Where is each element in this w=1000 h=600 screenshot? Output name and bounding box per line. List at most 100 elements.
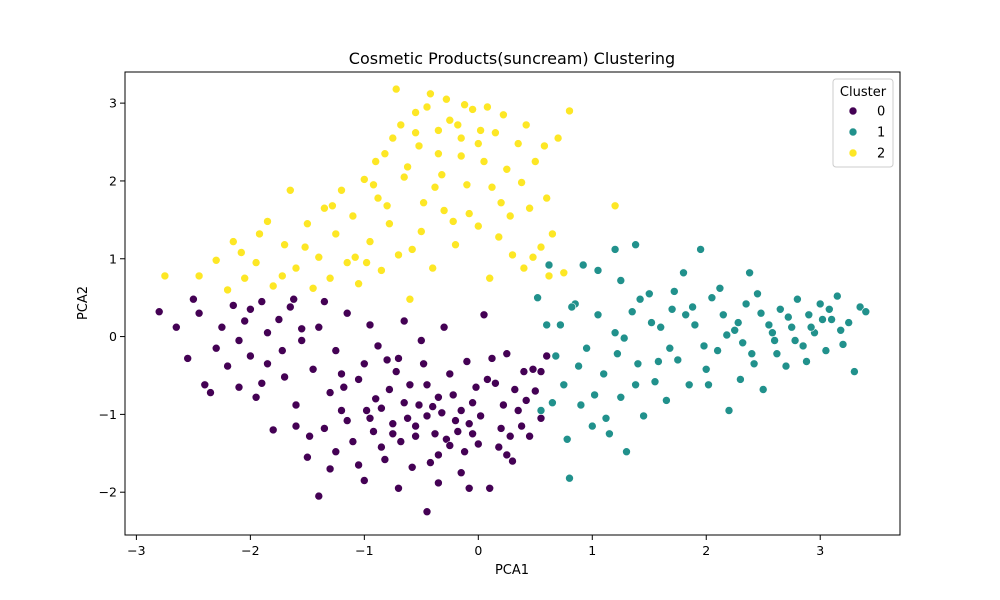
point-cluster-0-19 <box>280 372 289 382</box>
point-cluster-1-87 <box>790 336 800 345</box>
point-cluster-2-2 <box>211 255 221 265</box>
point-cluster-0-8 <box>217 322 227 332</box>
point-cluster-2-45 <box>491 128 500 137</box>
point-cluster-0-13 <box>246 351 255 361</box>
point-cluster-0-41 <box>405 380 415 390</box>
point-cluster-1-38 <box>758 385 768 394</box>
point-cluster-1-65 <box>699 341 709 351</box>
point-cluster-0-22 <box>297 324 307 334</box>
point-cluster-0-116 <box>434 392 443 402</box>
point-cluster-0-86 <box>396 437 406 446</box>
point-cluster-2-49 <box>513 139 523 148</box>
point-cluster-0-117 <box>445 441 455 450</box>
point-cluster-1-71 <box>802 357 811 366</box>
point-cluster-0-95 <box>234 336 244 345</box>
x-axis-label: PCA1 <box>495 563 529 578</box>
point-cluster-1-93 <box>578 260 588 270</box>
point-cluster-1-27 <box>696 245 705 254</box>
point-cluster-2-13 <box>308 283 318 293</box>
point-cluster-1-98 <box>562 434 572 444</box>
point-cluster-2-59 <box>610 201 620 211</box>
point-cluster-0-125 <box>536 367 546 376</box>
point-cluster-0-56 <box>491 378 500 388</box>
point-cluster-1-1 <box>542 320 552 330</box>
point-cluster-1-74 <box>548 398 557 408</box>
point-cluster-0-4 <box>194 308 204 318</box>
point-cluster-0-53 <box>473 439 483 449</box>
point-cluster-2-90 <box>396 120 406 130</box>
x-tick-label: 2 <box>702 543 710 558</box>
point-cluster-1-49 <box>821 346 831 355</box>
point-cluster-0-113 <box>399 398 409 408</box>
point-cluster-1-81 <box>688 302 697 312</box>
point-cluster-2-12 <box>303 219 312 228</box>
point-cluster-0-75 <box>448 390 458 400</box>
point-cluster-0-92 <box>494 442 504 452</box>
point-cluster-2-89 <box>544 271 554 281</box>
point-cluster-1-55 <box>855 302 865 312</box>
point-cluster-2-14 <box>314 252 324 262</box>
legend-box <box>832 78 894 168</box>
point-cluster-2-16 <box>325 273 335 283</box>
point-cluster-1-13 <box>616 392 626 402</box>
point-cluster-1-10 <box>599 369 609 379</box>
point-cluster-0-99 <box>354 460 363 470</box>
point-cluster-0-70 <box>369 427 378 436</box>
point-cluster-1-9 <box>593 310 603 320</box>
point-cluster-2-15 <box>320 203 329 213</box>
point-cluster-0-78 <box>499 400 508 410</box>
point-cluster-0-105 <box>453 427 463 436</box>
point-cluster-2-65 <box>442 94 451 104</box>
point-cluster-2-37 <box>445 115 455 125</box>
point-cluster-2-93 <box>456 151 466 161</box>
point-cluster-1-41 <box>775 304 785 314</box>
y-tick-label: 2 <box>109 173 117 188</box>
point-cluster-0-98 <box>331 447 341 457</box>
point-cluster-0-20 <box>285 302 295 312</box>
point-cluster-1-44 <box>793 294 802 304</box>
point-cluster-2-26 <box>382 201 392 211</box>
chart-title: Cosmetic Products(suncream) Clustering <box>349 49 675 68</box>
point-cluster-2-70 <box>464 209 474 218</box>
point-cluster-2-92 <box>434 126 443 135</box>
legend-title: Cluster <box>840 85 887 100</box>
point-cluster-2-80 <box>362 258 371 267</box>
point-cluster-1-86 <box>772 349 782 359</box>
point-cluster-0-63 <box>530 386 540 396</box>
point-cluster-1-0 <box>533 293 542 303</box>
point-cluster-0-34 <box>365 320 375 330</box>
point-cluster-1-56 <box>861 307 871 317</box>
point-cluster-0-94 <box>528 364 538 374</box>
point-cluster-1-78 <box>635 294 645 304</box>
point-cluster-1-45 <box>798 341 808 351</box>
point-cluster-0-76 <box>464 419 474 429</box>
point-cluster-1-79 <box>654 357 663 366</box>
point-cluster-2-17 <box>331 229 341 239</box>
point-cluster-0-18 <box>274 315 284 324</box>
point-cluster-1-57 <box>556 320 565 330</box>
point-cluster-1-12 <box>610 328 620 338</box>
point-cluster-0-11 <box>234 382 244 392</box>
point-cluster-1-35 <box>741 299 751 309</box>
point-cluster-2-53 <box>536 242 546 252</box>
point-cluster-2-46 <box>496 198 506 207</box>
point-cluster-1-30 <box>713 346 722 355</box>
point-cluster-1-58 <box>574 361 583 371</box>
point-cluster-0-87 <box>414 400 424 410</box>
point-cluster-1-36 <box>747 349 757 359</box>
point-cluster-1-21 <box>662 396 671 405</box>
x-tick-label: 3 <box>816 543 824 558</box>
point-cluster-2-52 <box>530 157 540 166</box>
point-cluster-0-55 <box>485 483 495 493</box>
point-cluster-0-16 <box>263 328 272 338</box>
point-cluster-0-50 <box>456 468 466 478</box>
point-cluster-0-44 <box>422 507 432 517</box>
point-cluster-2-7 <box>263 217 272 226</box>
point-cluster-1-7 <box>582 343 591 353</box>
point-cluster-0-93 <box>510 385 520 394</box>
point-cluster-1-8 <box>587 421 597 431</box>
point-cluster-0-96 <box>277 346 287 355</box>
point-cluster-2-1 <box>194 271 204 281</box>
x-tick-label: −1 <box>355 543 373 558</box>
point-cluster-1-24 <box>679 268 688 278</box>
